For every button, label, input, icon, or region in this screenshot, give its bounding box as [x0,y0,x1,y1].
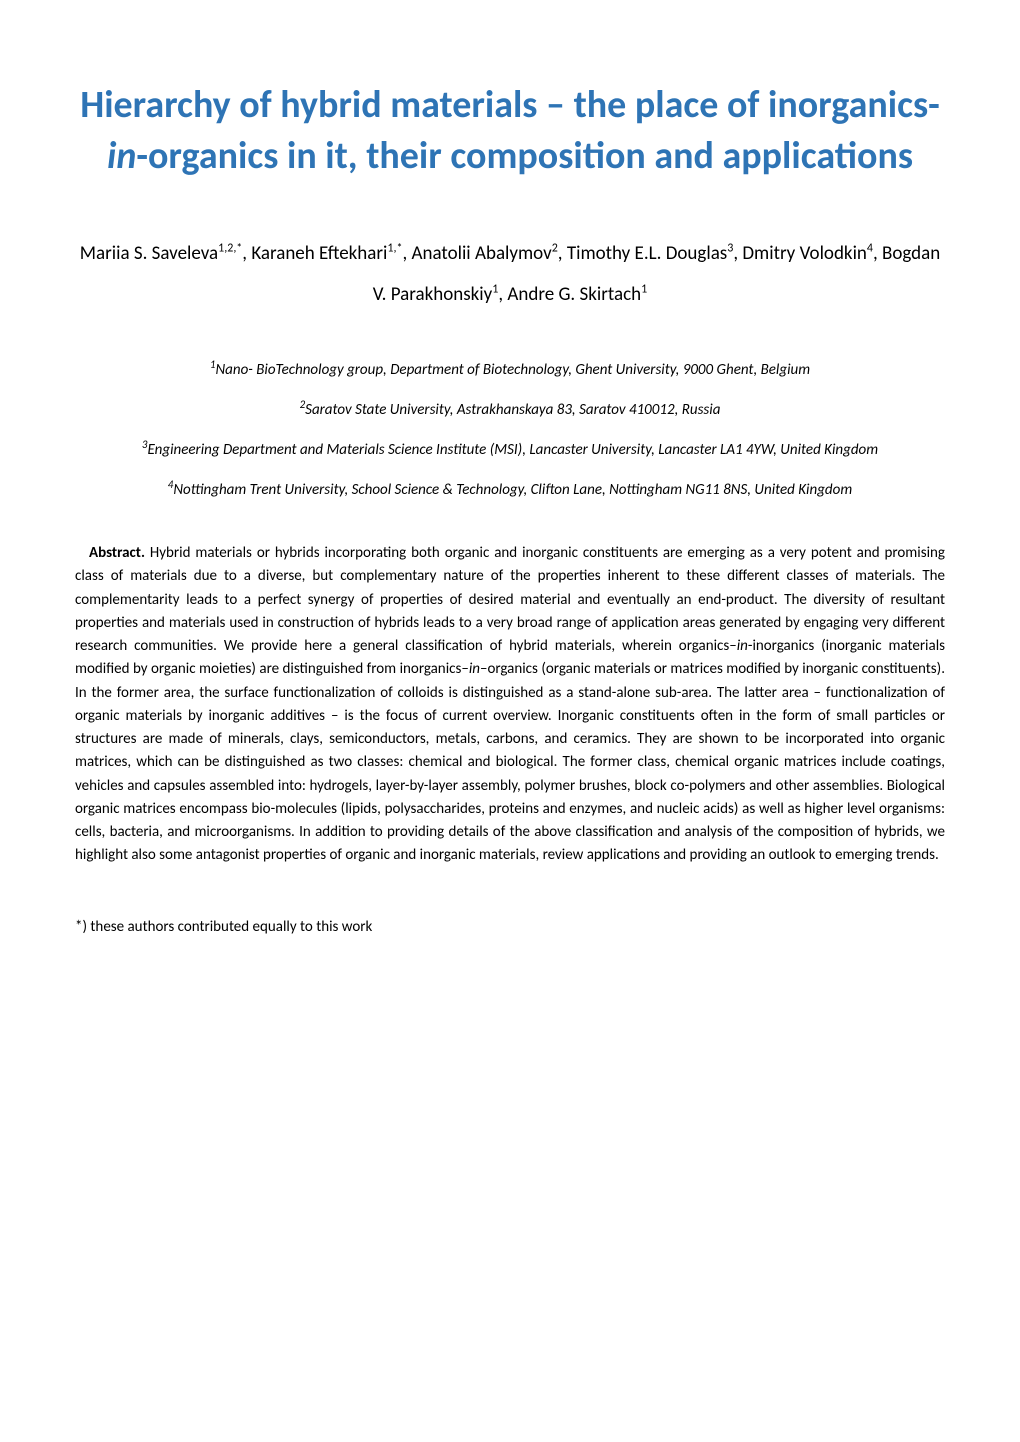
affiliations-block: 1Nano- BioTechnology group, Department o… [75,356,945,502]
equal-contribution-footnote: *) these authors contributed equally to … [75,918,945,936]
abstract-text: Hybrid materials or hybrids incorporatin… [75,544,945,864]
authors-list: Mariia S. Saveleva1,2,*, Karaneh Eftekha… [75,233,945,317]
affiliation-item: 3Engineering Department and Materials Sc… [75,436,945,462]
abstract-paragraph: Abstract. Hybrid materials or hybrids in… [75,542,945,868]
affiliation-item: 4Nottingham Trent University, School Sci… [75,476,945,502]
affiliation-item: 2Saratov State University, Astrakhanskay… [75,396,945,422]
paper-title: Hierarchy of hybrid materials – the plac… [75,80,945,183]
affiliation-item: 1Nano- BioTechnology group, Department o… [75,356,945,382]
abstract-label: Abstract. [89,544,145,562]
